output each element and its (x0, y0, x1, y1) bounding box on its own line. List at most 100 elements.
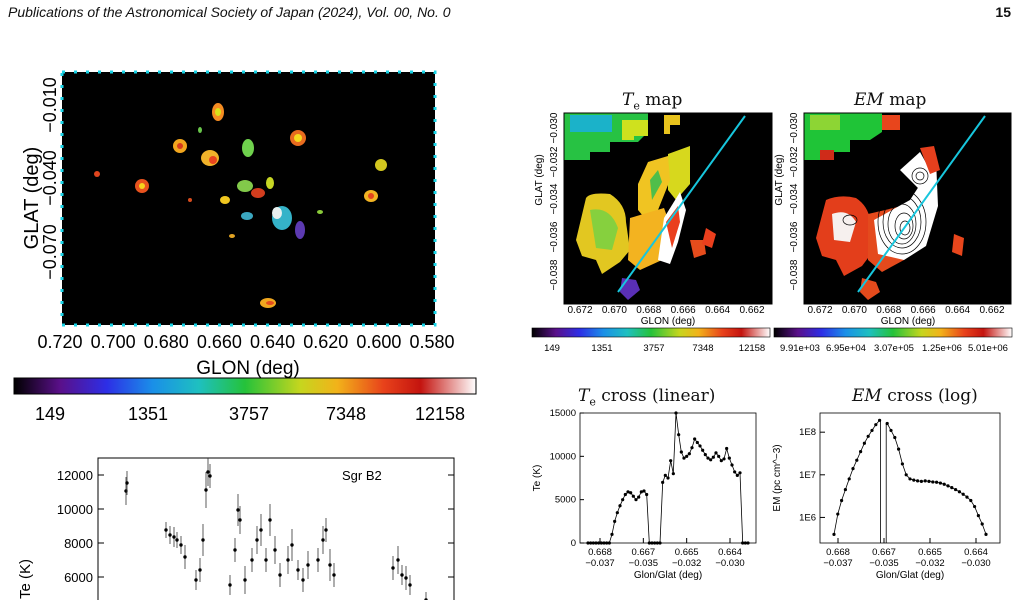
sgr-point (250, 558, 254, 562)
big-map-xtick: 0.700 (91, 332, 136, 352)
sgr-point (278, 573, 282, 577)
em-map-title: EM map (854, 90, 927, 110)
te-cross-point (666, 476, 670, 480)
sgr-point (306, 563, 310, 567)
running-header: Publications of the Astronomical Society… (8, 4, 451, 20)
te-cross-point (589, 541, 593, 545)
te-map-title: Te map (622, 90, 683, 113)
te-cross-point (618, 504, 622, 508)
cross-xtick-glat: −0.032 (915, 558, 944, 569)
te-cross-point (621, 498, 625, 502)
cross-xtick-glat: −0.030 (715, 558, 744, 569)
sgr-point (208, 474, 212, 478)
sgr-point (206, 470, 210, 474)
sgr-point (316, 558, 320, 562)
em-cbar-tick: 6.95e+04 (826, 343, 866, 354)
big-cbar-tick: 3757 (229, 404, 269, 424)
cross-xtick-glon: 0.668 (588, 547, 612, 558)
te-cross-point (642, 489, 646, 493)
sgr-point (179, 543, 183, 547)
em-cross-point (870, 428, 874, 433)
sgr-point (238, 518, 242, 522)
te-cross-point (682, 456, 686, 460)
big-map-xtick: 0.660 (197, 332, 242, 352)
em-cross-point (904, 473, 908, 477)
sgr-point (301, 578, 305, 582)
te-map-colorbar (531, 327, 771, 338)
sgr-point (183, 555, 187, 559)
te-map-xticks: 0.672 0.670 0.668 0.666 0.664 0.662 (567, 305, 764, 316)
cross-xtick-glat: −0.037 (823, 558, 852, 569)
sgr-point (125, 481, 129, 485)
em-cross-point (980, 522, 984, 526)
big-map-xtick: 0.600 (356, 332, 401, 352)
map-xtick: 0.664 (945, 305, 970, 316)
em-cross-point (836, 512, 840, 516)
em-cut-line (857, 115, 986, 293)
sgr-point (396, 558, 400, 562)
te-cross-point (725, 446, 729, 451)
te-map-ytick: −0.036 (549, 221, 560, 252)
te-cross-point (663, 473, 667, 477)
sgr-point (204, 488, 208, 492)
te-cross-point (653, 541, 657, 545)
big-map-xtick: 0.680 (144, 332, 189, 352)
sgr-point (391, 566, 395, 570)
big-map-xtick: 0.640 (250, 332, 295, 352)
te-cross-point (703, 453, 707, 457)
te-cross-xlabel: Glon/Glat (deg) (634, 570, 702, 581)
te-cross-point (738, 471, 742, 475)
em-cross-ytick: 1E6 (799, 512, 816, 523)
cross-xtick-glat: −0.030 (961, 558, 990, 569)
sgr-point (198, 568, 202, 572)
te-cross-ytick: 0 (571, 538, 576, 549)
te-cross-point (634, 498, 638, 502)
sgr-b2-label: Sgr B2 (342, 468, 382, 483)
te-cross-point (746, 541, 750, 545)
map-xtick: 0.670 (602, 305, 627, 316)
em-cross-point (938, 481, 942, 485)
map-xtick: 0.668 (876, 305, 901, 316)
cross-xtick-glon: 0.665 (675, 547, 699, 558)
em-cross-point (973, 504, 977, 509)
em-cross-point (969, 498, 973, 503)
te-cross-series (586, 411, 750, 545)
em-cross-point (843, 487, 847, 492)
em-cross-ylabel: EM (pc cm^−3) (772, 444, 783, 511)
sgr-point (268, 518, 272, 522)
sgr-point (273, 548, 277, 552)
te-cross-point (623, 492, 627, 497)
cross-xtick-glon: 0.664 (964, 547, 988, 558)
te-map-ylabel: GLAT (deg) (534, 154, 545, 205)
te-cross-point (719, 459, 723, 463)
te-cross-point (698, 444, 702, 448)
te-cross-point (687, 452, 691, 456)
sgr-point (259, 528, 263, 532)
em-cross-xlabel: Glon/Glat (deg) (876, 570, 944, 581)
te-map-xlabel: GLON (deg) (641, 316, 695, 327)
em-cross-point (946, 484, 950, 488)
big-map-xticks: 0.720 0.700 0.680 0.660 0.640 0.620 0.600 0.580 (37, 332, 454, 352)
sgr-point (236, 508, 240, 512)
cross-xtick-glat: −0.032 (672, 558, 701, 569)
map-xtick: 0.662 (739, 305, 764, 316)
em-cbar-tick: 9.91e+03 (780, 343, 820, 354)
em-cross-point (885, 421, 889, 426)
big-map-frame (62, 72, 435, 325)
em-cross-series (832, 418, 988, 543)
te-cross-point (690, 446, 694, 450)
journal-citation: Publications of the Astronomical Society… (8, 4, 451, 20)
te-cbar-tick: 7348 (692, 343, 713, 354)
map-xtick: 0.666 (911, 305, 936, 316)
te-cross-point (615, 511, 619, 515)
sgr-point (400, 573, 404, 577)
em-map-ytick: −0.036 (789, 221, 800, 252)
sgr-ytick: 8000 (64, 536, 93, 551)
cross-xtick-glat: −0.035 (629, 558, 658, 569)
sgr-point (233, 548, 237, 552)
te-cross-point (605, 541, 609, 545)
em-cross-chart: EM (pc cm^−3) 1E6 1E7 1E8 0.668−0.037 0.667… (772, 412, 1001, 581)
te-cross-point (706, 456, 710, 460)
te-cross-point (658, 541, 662, 545)
